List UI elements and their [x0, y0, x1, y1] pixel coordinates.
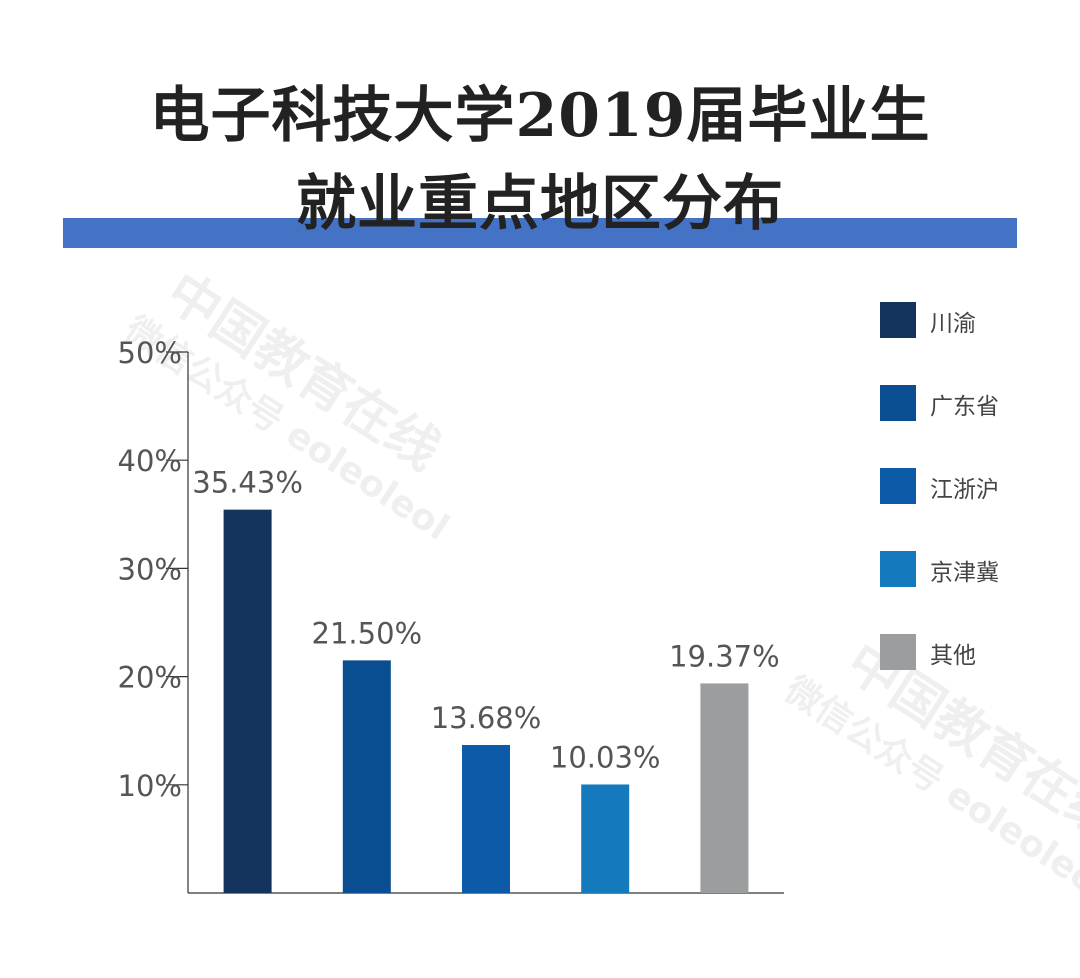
y-tick-label: 10% [118, 769, 182, 803]
data-label: 21.50% [312, 616, 423, 650]
y-tick-label: 50% [118, 336, 182, 370]
legend-label: 江浙沪 [930, 477, 999, 503]
legend-swatch [880, 385, 916, 421]
legend-label: 京津冀 [930, 560, 999, 586]
y-tick-label: 20% [118, 661, 182, 695]
bar [342, 660, 391, 893]
legend-swatch [880, 634, 916, 670]
legend-label: 川渝 [930, 311, 976, 337]
data-label: 10.03% [550, 740, 661, 774]
legend-swatch [880, 551, 916, 587]
legend-label: 其他 [930, 643, 976, 669]
data-label: 19.37% [669, 639, 780, 673]
y-tick-label: 40% [118, 444, 182, 478]
data-label: 35.43% [192, 466, 303, 500]
title-accent-band [63, 218, 1017, 248]
y-tick-label: 30% [118, 552, 182, 586]
legend-label: 广东省 [930, 394, 999, 420]
legend-swatch [880, 302, 916, 338]
bar [462, 744, 510, 893]
bar [223, 509, 272, 893]
legend-swatch [880, 468, 916, 504]
chart-title-line-1: 电子科技大学2019届毕业生 [149, 81, 931, 151]
bar [700, 683, 749, 893]
bar [581, 784, 630, 893]
data-label: 13.68% [431, 701, 542, 735]
chart-title-line-2: 就业重点地区分布 [296, 169, 784, 239]
